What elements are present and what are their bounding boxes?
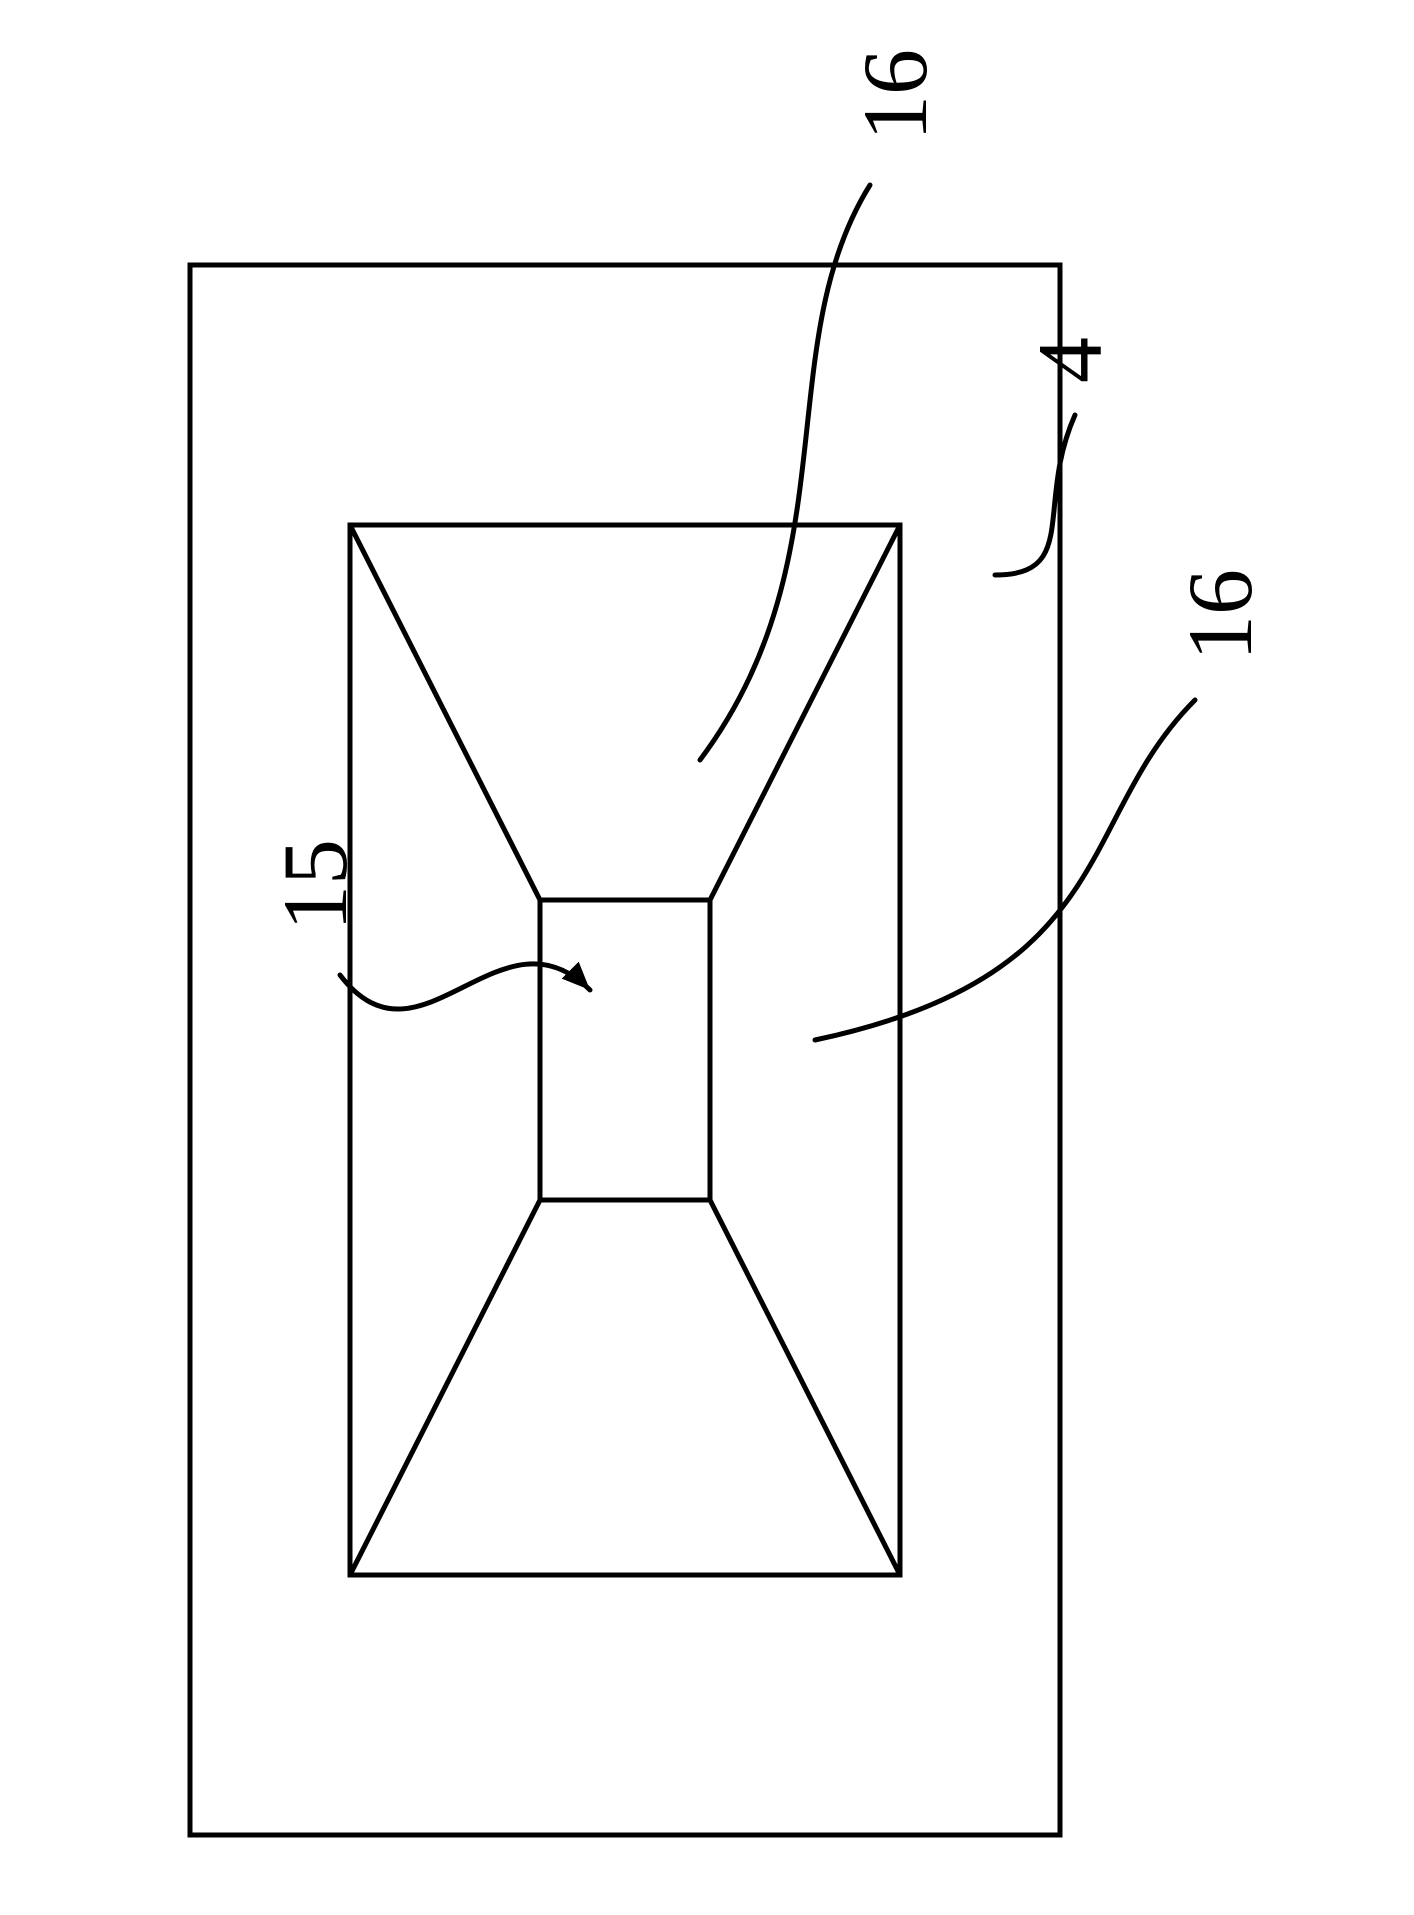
sloped-edge — [350, 1200, 540, 1575]
sloped-edge — [710, 1200, 900, 1575]
leader-16_right — [815, 700, 1195, 1040]
sloped-edge — [350, 525, 540, 900]
leader-15 — [340, 964, 590, 1009]
leader-16_top — [700, 185, 870, 760]
label-4: 4 — [1019, 337, 1121, 383]
label-16_right: 16 — [1169, 569, 1271, 661]
label-16_top: 16 — [844, 49, 946, 141]
leader-4 — [995, 415, 1075, 575]
label-15: 15 — [264, 839, 366, 931]
outer-plate — [190, 265, 1060, 1835]
center-bottom-face — [540, 900, 710, 1200]
sloped-edge — [710, 525, 900, 900]
